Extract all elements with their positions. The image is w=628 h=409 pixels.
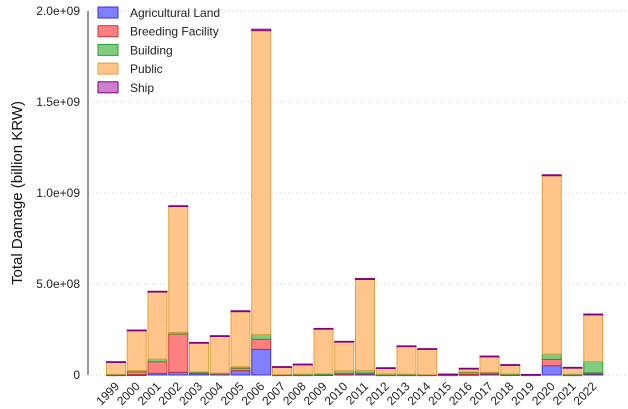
bar-segment-public bbox=[541, 175, 562, 355]
bar-segment-public bbox=[313, 328, 334, 375]
legend-label: Building bbox=[130, 43, 173, 57]
bar-segment-public bbox=[562, 367, 583, 375]
y-tick-label: 2.0e+09 bbox=[36, 4, 80, 18]
legend-swatch bbox=[97, 81, 119, 94]
bar-segment-public bbox=[251, 30, 272, 335]
bar-segment-public bbox=[500, 364, 521, 375]
bar-segment-ship bbox=[126, 329, 147, 332]
legend-swatch bbox=[97, 25, 119, 38]
bar-segment-breeding-facility bbox=[251, 338, 272, 350]
bar-segment-ship bbox=[230, 310, 251, 313]
bar-segment-ship bbox=[147, 290, 168, 293]
legend-label: Ship bbox=[130, 81, 154, 95]
bar-segment-ship bbox=[438, 373, 458, 376]
bar-segment-public bbox=[189, 342, 209, 373]
bar-segment-ship bbox=[106, 361, 126, 364]
bar-segment-ship bbox=[396, 345, 417, 348]
bar-segment-ship bbox=[168, 205, 189, 208]
bar-segment-breeding-facility bbox=[147, 361, 168, 374]
bar-segment-building bbox=[251, 333, 272, 340]
bar-segment-public bbox=[396, 345, 417, 375]
y-tick-label: 0 bbox=[73, 368, 80, 382]
bar-segment-ship bbox=[355, 278, 375, 280]
bar-segment-ship bbox=[292, 363, 313, 366]
bar-segment-ship bbox=[375, 367, 396, 370]
bar-segment-public bbox=[147, 291, 168, 360]
bar-segment-ship bbox=[541, 174, 562, 177]
y-tick-label: 1.5e+09 bbox=[36, 95, 80, 109]
bar-segment-ship bbox=[334, 340, 355, 343]
bar-segment-public bbox=[168, 205, 189, 333]
bar-segment-ship bbox=[251, 28, 272, 32]
bar-segment-ship bbox=[313, 327, 334, 330]
bar-segment-breeding-facility bbox=[541, 358, 562, 367]
bar-segment-ship bbox=[500, 364, 521, 366]
bar-segment-public bbox=[209, 335, 230, 374]
legend-swatch bbox=[97, 62, 119, 75]
bar-segment-agricultural-land bbox=[541, 365, 562, 376]
legend-label: Breeding Facility bbox=[130, 25, 219, 39]
x-tick-label: 2022 bbox=[571, 379, 600, 408]
bar-segment-public bbox=[272, 366, 292, 375]
bar-segment-agricultural-land bbox=[230, 370, 251, 376]
bar-segment-ship bbox=[562, 366, 583, 369]
bar-segment-ship bbox=[458, 367, 479, 370]
legend-label: Public bbox=[130, 62, 163, 76]
bar-segment-ship bbox=[272, 366, 292, 368]
bar-segment-public bbox=[479, 356, 500, 373]
legend-swatch bbox=[97, 43, 119, 56]
legend-swatch bbox=[97, 6, 119, 19]
bar-segment-ship bbox=[583, 313, 604, 316]
bar-segment-public bbox=[292, 364, 313, 375]
bar-segment-ship bbox=[417, 348, 438, 350]
bar-segment-ship bbox=[521, 373, 541, 376]
bar-segment-public bbox=[583, 314, 604, 363]
bar-segment-building bbox=[541, 353, 562, 360]
bar-segment-public bbox=[230, 311, 251, 368]
bar-segment-agricultural-land bbox=[251, 348, 272, 376]
bar-segment-public bbox=[417, 348, 438, 375]
bar-segment-ship bbox=[209, 335, 230, 337]
bar-segment-public bbox=[126, 330, 147, 371]
y-axis-label: Total Damage (billion KRW) bbox=[9, 101, 26, 285]
bar-segment-public bbox=[375, 367, 396, 375]
y-tick-label: 5.0e+08 bbox=[36, 277, 80, 291]
bar-segment-ship bbox=[189, 341, 209, 344]
bar-segment-public bbox=[334, 341, 355, 372]
bar-segment-breeding-facility bbox=[168, 333, 189, 373]
bar-segment-public bbox=[355, 278, 375, 371]
legend-label: Agricultural Land bbox=[130, 6, 220, 20]
y-tick-label: 1.0e+09 bbox=[36, 186, 80, 200]
bar-segment-ship bbox=[479, 355, 500, 358]
bar-segment-building bbox=[583, 361, 604, 374]
bar-segment-public bbox=[106, 361, 126, 375]
